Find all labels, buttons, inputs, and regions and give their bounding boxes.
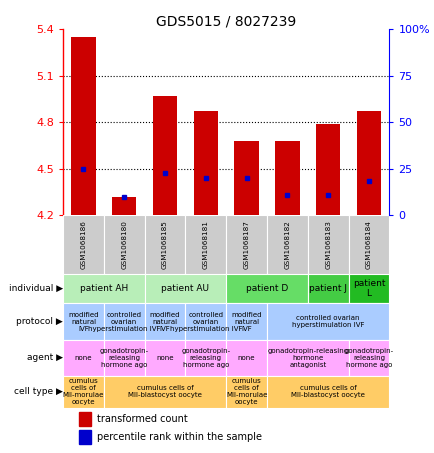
Text: cumulus
cells of
MII-morulae
oocyte: cumulus cells of MII-morulae oocyte <box>62 378 104 405</box>
Text: patient AU: patient AU <box>161 284 209 293</box>
Bar <box>348 340 388 376</box>
Bar <box>266 304 388 340</box>
Bar <box>104 340 144 376</box>
Bar <box>274 141 299 215</box>
Text: gonadotropin-
releasing
hormone ago: gonadotropin- releasing hormone ago <box>344 347 393 367</box>
Bar <box>185 304 226 340</box>
Text: none: none <box>156 355 173 361</box>
Bar <box>234 141 258 215</box>
Bar <box>266 215 307 274</box>
Bar <box>144 215 185 274</box>
Text: transformed count: transformed count <box>97 414 187 424</box>
Text: patient
L: patient L <box>352 279 384 299</box>
Title: GDS5015 / 8027239: GDS5015 / 8027239 <box>156 14 296 28</box>
Bar <box>356 111 380 215</box>
Text: GSM1068187: GSM1068187 <box>243 220 249 269</box>
Text: cumulus
cells of
MII-morulae
oocyte: cumulus cells of MII-morulae oocyte <box>225 378 266 405</box>
Text: modified
natural
IVF: modified natural IVF <box>68 312 99 332</box>
Text: controlled ovarian
hyperstimulation IVF: controlled ovarian hyperstimulation IVF <box>291 315 364 328</box>
Bar <box>226 340 266 376</box>
Bar <box>315 124 339 215</box>
Text: cumulus cells of
MII-blastocyst oocyte: cumulus cells of MII-blastocyst oocyte <box>128 385 201 398</box>
Text: percentile rank within the sample: percentile rank within the sample <box>97 433 262 443</box>
Bar <box>226 376 266 408</box>
Text: none: none <box>75 355 92 361</box>
Text: gonadotropin-
releasing
hormone ago: gonadotropin- releasing hormone ago <box>181 347 230 367</box>
Bar <box>71 37 95 215</box>
Bar <box>348 274 388 304</box>
Text: none: none <box>237 355 255 361</box>
Text: cell type ▶: cell type ▶ <box>14 387 63 396</box>
Bar <box>307 215 348 274</box>
Text: GSM1068180: GSM1068180 <box>121 220 127 269</box>
Text: cumulus cells of
MII-blastocyst oocyte: cumulus cells of MII-blastocyst oocyte <box>290 385 364 398</box>
Bar <box>348 215 388 274</box>
Text: controlled
ovarian
hyperstimulation IVF: controlled ovarian hyperstimulation IVF <box>169 312 241 332</box>
Bar <box>63 376 104 408</box>
Bar <box>226 215 266 274</box>
Text: GSM1068186: GSM1068186 <box>80 220 86 269</box>
Text: GSM1068182: GSM1068182 <box>284 220 290 269</box>
Bar <box>63 340 104 376</box>
Text: patient J: patient J <box>309 284 346 293</box>
Bar <box>79 412 91 426</box>
Bar <box>307 274 348 304</box>
Bar <box>104 376 226 408</box>
Bar <box>144 274 226 304</box>
Text: GSM1068183: GSM1068183 <box>324 220 330 269</box>
Bar <box>152 96 177 215</box>
Text: controlled
ovarian
hyperstimulation IVF: controlled ovarian hyperstimulation IVF <box>88 312 160 332</box>
Bar <box>112 197 136 215</box>
Text: modified
natural
IVF: modified natural IVF <box>149 312 180 332</box>
Text: GSM1068181: GSM1068181 <box>202 220 208 269</box>
Bar <box>185 340 226 376</box>
Text: protocol ▶: protocol ▶ <box>16 317 63 326</box>
Bar <box>193 111 217 215</box>
Text: gonadotropin-
releasing
hormone ago: gonadotropin- releasing hormone ago <box>99 347 148 367</box>
Bar <box>63 274 144 304</box>
Bar <box>79 430 91 444</box>
Text: gonadotropin-releasing
hormone
antagonist: gonadotropin-releasing hormone antagonis… <box>266 347 348 367</box>
Text: patient AH: patient AH <box>79 284 128 293</box>
Bar <box>226 274 307 304</box>
Text: modified
natural
IVF: modified natural IVF <box>231 312 261 332</box>
Bar <box>63 304 104 340</box>
Text: agent ▶: agent ▶ <box>27 353 63 362</box>
Bar <box>144 340 185 376</box>
Bar <box>144 304 185 340</box>
Text: GSM1068184: GSM1068184 <box>365 220 371 269</box>
Bar <box>104 215 144 274</box>
Bar <box>226 304 266 340</box>
Text: GSM1068185: GSM1068185 <box>161 220 168 269</box>
Bar <box>185 215 226 274</box>
Text: patient D: patient D <box>245 284 287 293</box>
Text: individual ▶: individual ▶ <box>9 284 63 293</box>
Bar <box>104 304 144 340</box>
Bar <box>266 340 348 376</box>
Bar <box>63 215 104 274</box>
Bar <box>266 376 388 408</box>
